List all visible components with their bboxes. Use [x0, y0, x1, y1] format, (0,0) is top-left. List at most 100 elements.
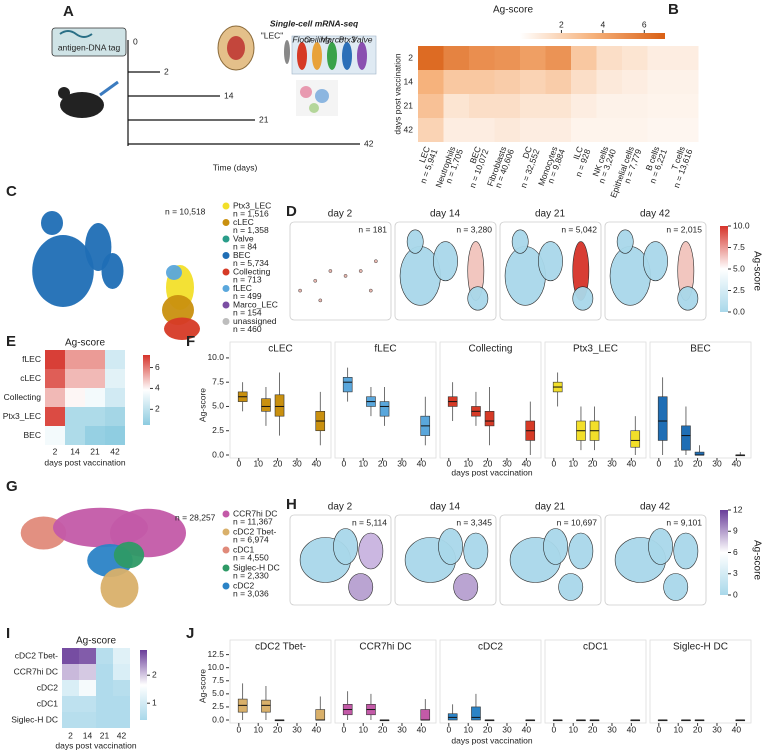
box	[342, 377, 353, 393]
x-tick-label: 20	[378, 724, 388, 734]
umap-cluster	[467, 286, 489, 311]
x-tick-label: 40	[522, 724, 532, 734]
day-label: 0	[133, 36, 138, 46]
legend-label: Marco_LEC	[233, 299, 278, 309]
heatmap-cell	[96, 648, 113, 664]
violin	[357, 42, 367, 70]
colorbar-tick-label: 1	[152, 697, 157, 707]
x-tick-label: 30	[712, 458, 722, 468]
row-label: cDC1	[37, 698, 59, 708]
colorbar-title: Ag-score	[493, 5, 533, 16]
umap-title: day 21	[535, 209, 565, 220]
box	[420, 709, 431, 721]
column-label: 42	[110, 446, 120, 456]
legend-swatch	[222, 528, 230, 536]
column-label: 21	[100, 730, 110, 740]
heatmap-cell	[96, 680, 113, 696]
facet-frame	[544, 341, 647, 459]
y-tick-label: 12.5	[207, 649, 224, 659]
row-label: 21	[404, 100, 414, 110]
legend-label: cLEC	[233, 217, 254, 227]
box	[261, 699, 271, 713]
colorbar-tick-label: 0.0	[733, 306, 745, 316]
umap-cluster	[113, 541, 145, 569]
lymph-node-icon	[227, 36, 245, 60]
umap-thumb	[309, 103, 319, 113]
heatmap-cell	[62, 696, 79, 712]
y-tick-label: 5.0	[212, 688, 224, 698]
umap-title: day 14	[430, 209, 460, 220]
umap-cluster	[162, 295, 194, 325]
facet-title: Collecting	[469, 344, 513, 355]
tag-box	[51, 27, 127, 57]
x-tick-label: 30	[292, 458, 302, 468]
row-label: BEC	[24, 430, 41, 440]
facet-title: CCR7hi DC	[359, 642, 411, 653]
heatmap-cell	[105, 388, 125, 407]
heatmap-cell	[571, 46, 597, 70]
y-axis-label: days post vaccination	[392, 53, 402, 135]
heatmap-cell	[418, 70, 444, 94]
mouse-icon	[58, 87, 70, 99]
heatmap-cell	[79, 696, 96, 712]
x-tick-label: 0	[656, 458, 661, 468]
colorbar-tick-label: 4	[600, 19, 605, 29]
heatmap-cell	[647, 94, 673, 118]
heatmap-cell	[469, 70, 495, 94]
x-tick-label: 30	[397, 458, 407, 468]
umap-count: n = 5,042	[561, 224, 597, 234]
colorbar-tick-label: 2	[152, 669, 157, 679]
panel-letter: I	[6, 625, 10, 642]
x-axis-label: days post vaccination	[451, 735, 533, 745]
facet-title: cDC2 Tbet-	[255, 642, 306, 653]
heatmap-title: Ag-score	[76, 636, 116, 647]
x-tick-label: 10	[358, 458, 368, 468]
heatmap-cell	[65, 350, 85, 369]
x-tick-label: 20	[273, 724, 283, 734]
umap-title: day 42	[640, 502, 670, 513]
x-tick-label: 0	[341, 724, 346, 734]
facet-frame	[229, 639, 332, 724]
heatmap-cell	[65, 369, 85, 388]
legend-swatch	[222, 564, 230, 572]
row-label: 14	[404, 76, 414, 86]
umap-thumb	[300, 86, 312, 98]
box	[484, 411, 495, 427]
x-tick-label: 0	[236, 458, 241, 468]
panel-letter: D	[286, 203, 297, 220]
facet-frame	[334, 341, 437, 459]
heatmap-cell	[673, 70, 699, 94]
heatmap-cell	[443, 70, 469, 94]
legend-swatch	[222, 582, 230, 590]
heatmap-cell	[65, 407, 85, 426]
x-axis-label: days post vaccination	[55, 740, 137, 750]
umap-cluster	[511, 229, 529, 254]
y-tick-label: 10.0	[207, 662, 224, 672]
x-tick-label: 30	[502, 458, 512, 468]
x-tick-label: 30	[712, 724, 722, 734]
y-tick-label: 5.0	[212, 401, 224, 411]
time-axis-label: Time (days)	[213, 162, 258, 172]
heatmap-cell	[113, 680, 130, 696]
subtype-label: Floor	[292, 34, 313, 44]
heatmap-cell	[79, 712, 96, 728]
legend-count: n = 4,550	[233, 552, 269, 562]
legend-swatch	[222, 510, 230, 518]
heatmap-cell	[96, 712, 113, 728]
umap-cluster	[166, 265, 182, 280]
row-label: Siglec-H DC	[11, 714, 58, 724]
umap-title: day 14	[430, 502, 460, 513]
column-label: 2	[53, 446, 58, 456]
x-axis-label: days post vaccination	[451, 467, 533, 477]
x-tick-label: 40	[312, 458, 322, 468]
umap-frame	[604, 221, 707, 321]
heatmap-cell	[596, 118, 622, 142]
heatmap-cell	[85, 369, 105, 388]
umap-cluster	[100, 568, 139, 608]
heatmap-cell	[443, 46, 469, 70]
heatmap-cell	[647, 70, 673, 94]
cell-count: n = 28,257	[175, 512, 216, 522]
heatmap-cell	[520, 94, 546, 118]
heatmap-cell	[494, 46, 520, 70]
